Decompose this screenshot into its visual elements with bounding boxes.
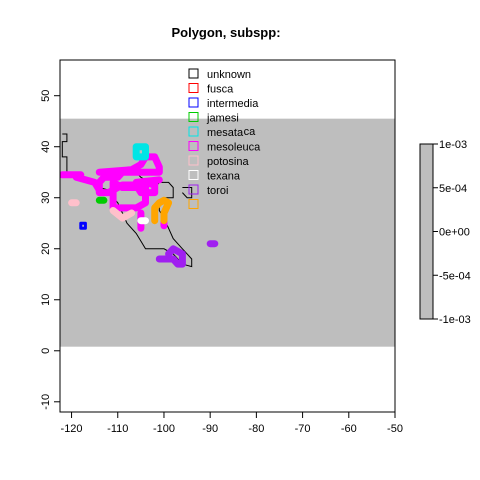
x-tick-label-2: -100 [153, 423, 175, 435]
series-layer [60, 133, 219, 268]
legend-label-4: mesata [207, 127, 244, 139]
raster-band [60, 118, 395, 347]
map-annotation: ca [244, 126, 257, 138]
y-tick-label-5: 40 [40, 141, 52, 153]
legend-swatch-9 [188, 199, 199, 209]
series-10 [155, 245, 186, 268]
y-tick-label-2: 10 [40, 294, 52, 306]
colorbar-label-2: 0e+00 [439, 227, 470, 239]
x-tick-label-3: -90 [202, 423, 218, 435]
y-tick-label-6: 50 [40, 90, 52, 102]
series-9 [132, 143, 149, 161]
x-tick-label-7: -50 [387, 423, 403, 435]
series-14 [109, 207, 136, 222]
y-tick-label-0: -10 [40, 394, 52, 410]
x-axis: -120 -110 -100 -90 -80 -70 -60 -50 [61, 411, 403, 435]
colorbar-label-1: 5e-04 [439, 183, 467, 195]
legend-label-8: toroi [207, 185, 228, 197]
x-tick-label-1: -110 [107, 423, 128, 435]
legend-label-1: fusca [207, 84, 234, 96]
x-tick-label-0: -120 [61, 423, 83, 435]
legend-swatch-3 [188, 112, 199, 122]
legend-label-2: intermedia [207, 98, 259, 110]
colorbar-bar [419, 143, 434, 320]
legend: unknown fusca intermedia jamesi mesata mesole… [188, 68, 261, 209]
x-tick-label-5: -70 [295, 423, 311, 435]
legend-swatch-7 [188, 170, 199, 180]
legend-swatch-1 [188, 83, 199, 93]
series-17 [79, 221, 87, 230]
chart-title: Polygon, subspp: [171, 25, 280, 40]
legend-label-0: unknown [207, 69, 251, 81]
legend-label-3: jamesi [206, 113, 239, 125]
y-axis: -10 0 10 20 30 40 50 [40, 90, 61, 410]
y-tick-label-1: 0 [40, 348, 52, 354]
legend-swatch-4 [188, 126, 199, 137]
legend-swatch-5 [188, 141, 199, 151]
colorbar: 1e-03 5e-04 0e+00 -5e-04 -1e-03 [419, 139, 471, 326]
colorbar-label-0: 1e-03 [439, 139, 467, 151]
y-tick-label-4: 30 [40, 192, 52, 204]
colorbar-label-3: -5e-04 [439, 270, 471, 282]
legend-label-6: potosina [207, 156, 249, 168]
colorbar-label-4: -1e-03 [439, 314, 471, 326]
y-tick-label-3: 20 [40, 243, 52, 255]
legend-swatch-0 [188, 68, 199, 79]
x-tick-label-4: -80 [248, 423, 264, 435]
legend-label-7: texana [207, 171, 241, 183]
legend-swatch-6 [188, 155, 199, 166]
series-8 [132, 176, 163, 186]
series-12 [151, 196, 173, 225]
legend-label-5: mesoleuca [207, 142, 261, 154]
legend-swatch-2 [188, 97, 199, 108]
series-5 [109, 178, 149, 212]
legend-swatch-8 [188, 184, 199, 195]
x-tick-label-6: -60 [341, 423, 357, 435]
